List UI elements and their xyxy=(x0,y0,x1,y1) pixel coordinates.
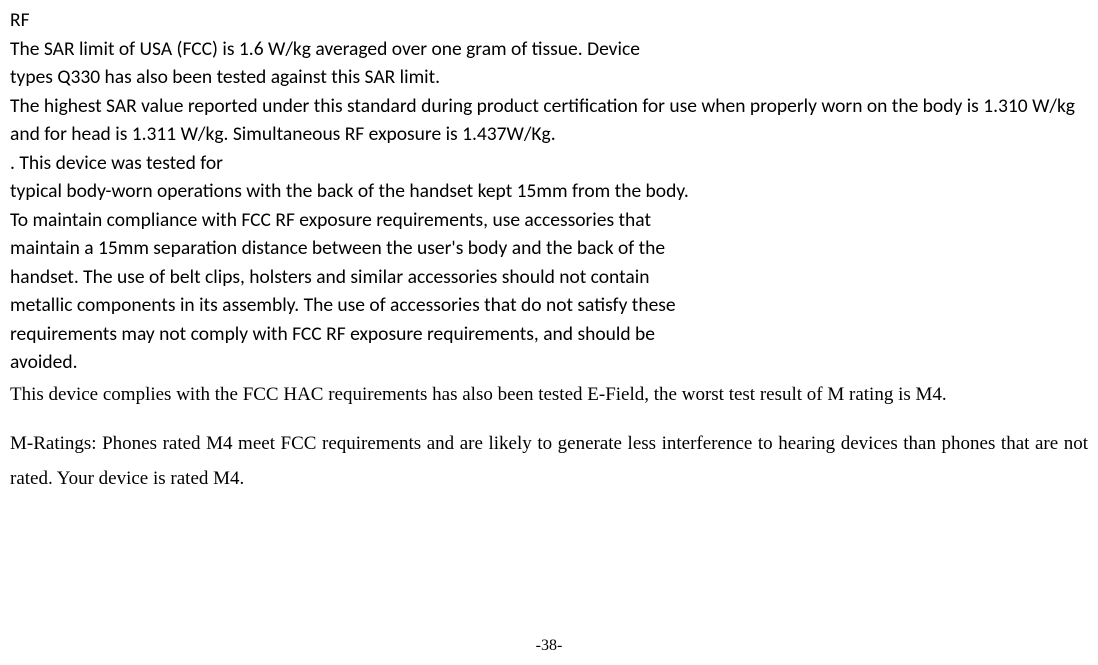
body-text: RF xyxy=(10,6,1088,35)
page-number: -38- xyxy=(0,637,1098,655)
body-text: typical body-worn operations with the ba… xyxy=(10,177,1088,206)
body-text-serif: This device complies with the FCC HAC re… xyxy=(10,377,1088,412)
body-text: requirements may not comply with FCC RF … xyxy=(10,320,1088,349)
body-text-serif: M-Ratings: Phones rated M4 meet FCC requ… xyxy=(10,426,1088,496)
body-text: . This device was tested for xyxy=(10,149,1088,178)
body-text: maintain a 15mm separation distance betw… xyxy=(10,234,1088,263)
body-text: avoided. xyxy=(10,348,1088,377)
blank-line xyxy=(10,412,1088,426)
body-text: metallic components in its assembly. The… xyxy=(10,291,1088,320)
body-text: To maintain compliance with FCC RF expos… xyxy=(10,206,1088,235)
body-text: handset. The use of belt clips, holsters… xyxy=(10,263,1088,292)
body-text: types Q330 has also been tested against … xyxy=(10,63,1088,92)
body-text: The highest SAR value reported under thi… xyxy=(10,92,1088,149)
body-text: The SAR limit of USA (FCC) is 1.6 W/kg a… xyxy=(10,35,1088,64)
document-content: RF The SAR limit of USA (FCC) is 1.6 W/k… xyxy=(0,0,1098,496)
